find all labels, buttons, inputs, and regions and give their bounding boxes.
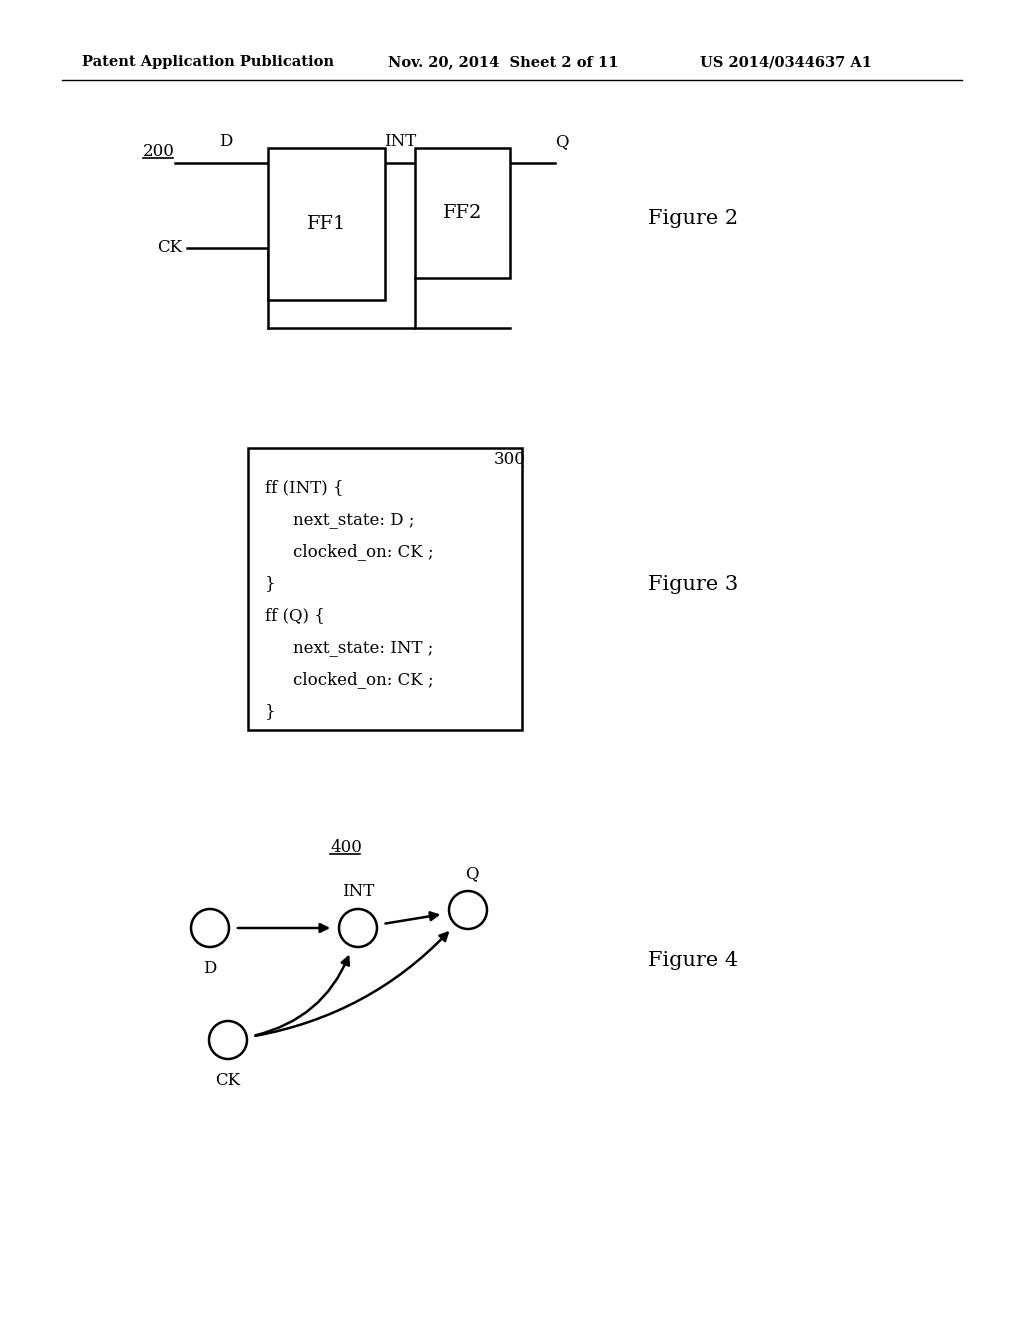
Circle shape [339,909,377,946]
Text: US 2014/0344637 A1: US 2014/0344637 A1 [700,55,872,69]
Text: ff (INT) {: ff (INT) { [265,479,344,496]
Bar [248,447,522,730]
Bar [415,148,510,279]
Text: INT: INT [384,133,416,150]
Text: Figure 2: Figure 2 [648,209,738,227]
Text: CK: CK [215,1072,241,1089]
Circle shape [191,909,229,946]
Text: 300: 300 [494,451,526,469]
Text: D: D [219,133,232,150]
Text: Q: Q [555,133,568,150]
Circle shape [449,891,487,929]
Text: ff (Q) {: ff (Q) { [265,607,325,624]
Text: clocked_on: CK ;: clocked_on: CK ; [293,544,433,561]
Text: Figure 4: Figure 4 [648,950,738,969]
Text: clocked_on: CK ;: clocked_on: CK ; [293,672,433,689]
Text: Patent Application Publication: Patent Application Publication [82,55,334,69]
Text: 400: 400 [330,840,361,857]
Text: next_state: INT ;: next_state: INT ; [293,639,433,656]
Text: D: D [204,960,217,977]
Text: Figure 3: Figure 3 [648,576,738,594]
Text: Q: Q [465,865,479,882]
Text: }: } [265,704,275,721]
Text: }: } [265,576,275,593]
Text: Nov. 20, 2014  Sheet 2 of 11: Nov. 20, 2014 Sheet 2 of 11 [388,55,618,69]
Text: CK: CK [157,239,182,256]
Text: FF1: FF1 [307,215,346,234]
Circle shape [209,1020,247,1059]
Bar [268,148,385,300]
Text: INT: INT [342,883,374,900]
Text: 200: 200 [143,144,175,161]
Text: FF2: FF2 [442,205,482,222]
Text: next_state: D ;: next_state: D ; [293,511,415,528]
